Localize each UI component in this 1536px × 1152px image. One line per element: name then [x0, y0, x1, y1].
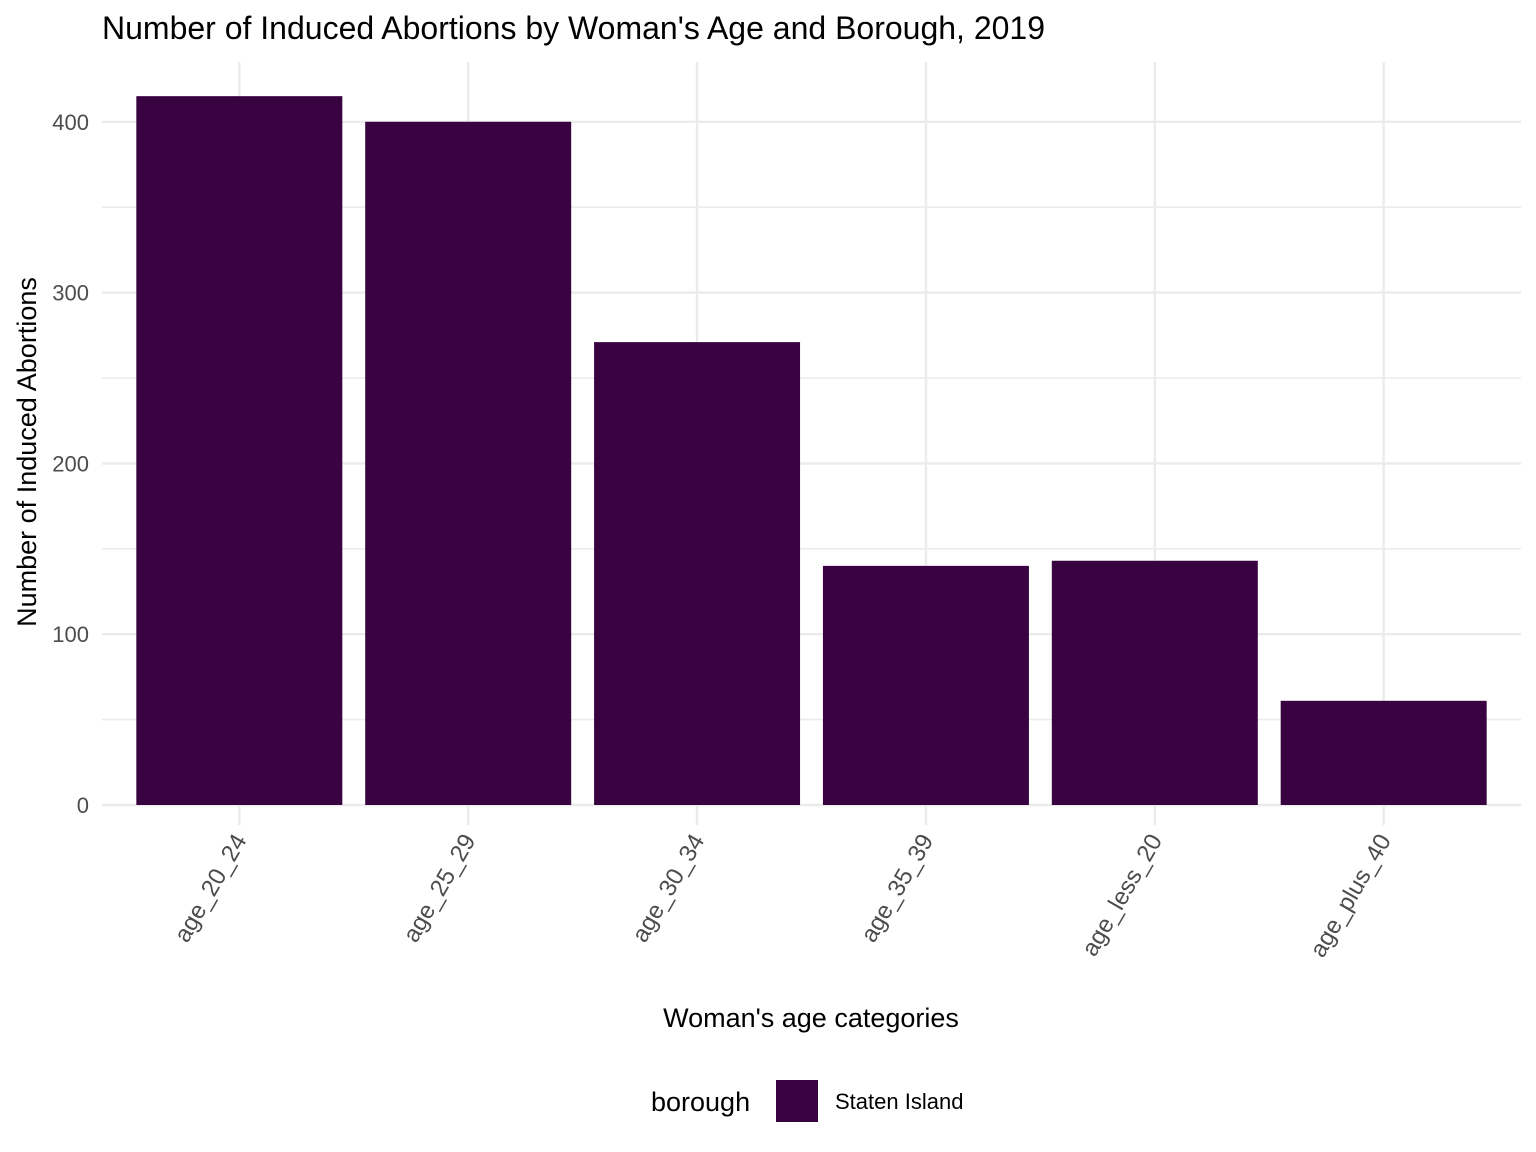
legend-title: borough	[651, 1087, 750, 1117]
x-axis-title: Woman's age categories	[663, 1003, 959, 1033]
y-tick-label: 400	[52, 110, 89, 135]
y-axis-title: Number of Induced Abortions	[12, 277, 42, 627]
bar-age_35_39	[822, 565, 1029, 805]
x-tick-label: age_35_39	[856, 830, 939, 948]
bar-age_20_24	[136, 96, 343, 806]
legend: borough Staten Island	[651, 1080, 963, 1122]
legend-label: Staten Island	[835, 1089, 963, 1114]
x-tick-label: age_plus_40	[1305, 830, 1397, 963]
x-tick-label: age_less_20	[1077, 830, 1168, 961]
y-axis-ticks: 0 100 200 300 400	[52, 110, 89, 818]
x-tick-label: age_20_24	[169, 830, 252, 948]
bar-age_plus_40	[1280, 700, 1487, 805]
chart-title: Number of Induced Abortions by Woman's A…	[102, 10, 1045, 46]
bar-age_25_29	[365, 121, 572, 805]
x-tick-label: age_30_34	[627, 830, 710, 948]
y-tick-label: 100	[52, 622, 89, 647]
x-axis-ticks: age_20_24 age_25_29 age_30_34 age_35_39 age_…	[169, 830, 1397, 963]
y-tick-label: 0	[77, 793, 89, 818]
y-tick-label: 200	[52, 451, 89, 476]
bar-age_30_34	[594, 342, 801, 805]
bar-age_less_20	[1051, 560, 1258, 805]
bars	[136, 96, 1487, 806]
x-tick-label: age_25_29	[398, 830, 481, 948]
legend-key-swatch	[776, 1080, 818, 1122]
y-tick-label: 300	[52, 281, 89, 306]
